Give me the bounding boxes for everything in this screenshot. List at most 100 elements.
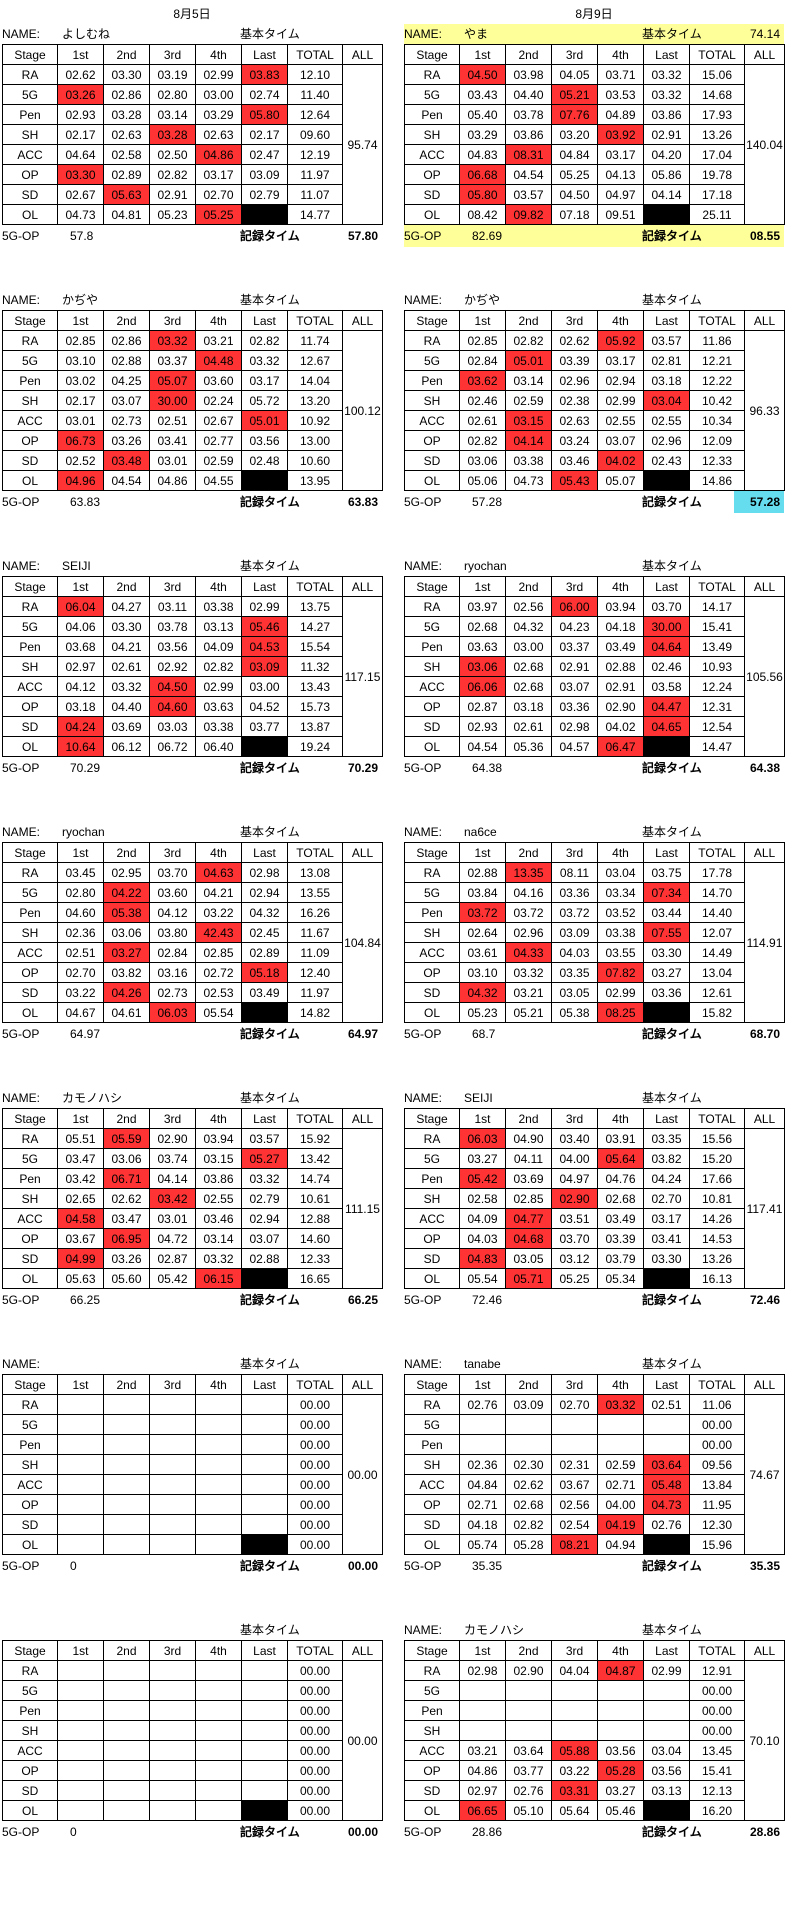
column-header: 4th	[597, 1640, 644, 1661]
lap-time-cell: 03.56	[241, 430, 288, 451]
stage-name: SD	[404, 1780, 460, 1801]
lap-time-cell: 03.04	[597, 862, 644, 883]
lap-time-cell	[505, 1414, 552, 1435]
lap-time-cell	[57, 1800, 104, 1821]
total-cell: 12.91	[689, 1660, 745, 1681]
lap-time-cell: 04.09	[459, 1208, 506, 1229]
stage-name: SD	[2, 982, 58, 1003]
total-cell: 00.00	[287, 1474, 343, 1495]
stage-name: Pen	[2, 104, 58, 125]
name-label: NAME:	[2, 293, 41, 307]
lap-time-cell: 05.25	[551, 1268, 598, 1289]
lap-time-cell: 07.18	[551, 204, 598, 225]
block-footer: 5G-OP 72.46 記録タイム 72.46	[404, 1289, 784, 1311]
total-cell: 10.42	[689, 390, 745, 411]
total-cell: 12.61	[689, 982, 745, 1003]
lap-time-cell	[195, 1760, 242, 1781]
total-cell: 13.75	[287, 596, 343, 617]
lap-time-cell	[195, 1680, 242, 1701]
column-header: 1st	[459, 1374, 506, 1395]
table-row: SH 00.00	[2, 1720, 383, 1741]
column-header: ALL	[342, 1108, 383, 1129]
lap-time-cell	[149, 1800, 196, 1821]
total-cell: 11.32	[287, 656, 343, 677]
lap-time-cell: 03.71	[597, 64, 644, 85]
lap-time-cell: 03.72	[505, 902, 552, 923]
lap-time-cell: 03.01	[57, 410, 104, 431]
lap-time-cell: 03.77	[505, 1760, 552, 1781]
stage-name: SH	[404, 1454, 460, 1475]
lap-time-cell: 03.98	[505, 64, 552, 85]
stage-name: RA	[2, 1128, 58, 1149]
record-time-label: 記録タイム	[642, 1293, 702, 1307]
stage-name: Pen	[2, 1168, 58, 1189]
column-header: ALL	[744, 44, 785, 65]
stage-name: OL	[2, 1002, 58, 1023]
column-header: Last	[643, 1640, 690, 1661]
stage-name: OL	[404, 470, 460, 491]
all-total-cell: 104.84	[342, 862, 383, 1023]
lap-time-cell	[195, 1494, 242, 1515]
name-label: NAME:	[2, 1091, 41, 1105]
column-header: 2nd	[505, 842, 552, 863]
column-header: Last	[643, 310, 690, 331]
stage-times-table: Stage 1st 2nd 3rd 4th Last TOTAL ALL RA 04.50 03.9…	[404, 44, 785, 225]
lap-time-cell: 02.51	[149, 410, 196, 431]
stage-name: ACC	[2, 942, 58, 963]
table-row: ACC 00.00	[2, 1474, 383, 1495]
lap-time-cell: 04.99	[57, 1248, 104, 1269]
total-cell: 00.00	[287, 1394, 343, 1415]
total-cell: 17.18	[689, 184, 745, 205]
lap-time-cell	[103, 1394, 150, 1415]
column-header: Stage	[2, 310, 58, 331]
lap-time-cell	[241, 1760, 288, 1781]
lap-time-cell: 03.40	[551, 1128, 598, 1149]
table-row: OP 02.87 03.18 03.36 02.90 04.47 12.31	[404, 696, 785, 717]
lap-time-cell: 02.46	[643, 656, 690, 677]
name-label: NAME:	[404, 825, 443, 839]
lap-time-cell: 02.85	[57, 330, 104, 351]
table-row: OL 10.64 06.12 06.72 06.40 19.24	[2, 736, 383, 757]
stage-name: SH	[404, 1720, 460, 1741]
footer-value: 57.8	[70, 229, 94, 243]
total-cell: 14.53	[689, 1228, 745, 1249]
stage-times-table: Stage 1st 2nd 3rd 4th Last TOTAL ALL RA 00.00 00.0…	[2, 1640, 383, 1821]
table-row: 5G 00.00	[404, 1414, 785, 1435]
record-time-value: 66.25	[347, 1293, 378, 1307]
lap-time-cell: 05.38	[103, 902, 150, 923]
lap-time-cell: 02.56	[505, 596, 552, 617]
lap-time-cell	[195, 1454, 242, 1475]
stage-times-table: Stage 1st 2nd 3rd 4th Last TOTAL ALL RA 02.62 03.3…	[2, 44, 383, 225]
table-row: SD 02.97 02.76 03.31 03.27 03.13 12.13	[404, 1780, 785, 1801]
column-header: 1st	[57, 576, 104, 597]
lap-time-cell: 02.89	[241, 942, 288, 963]
lap-time-cell: 02.43	[643, 450, 690, 471]
column-header: 1st	[57, 310, 104, 331]
player-name: tanabe	[464, 1357, 501, 1371]
table-row: ACC 04.12 03.32 04.50 02.99 03.00 13.43	[2, 676, 383, 697]
lap-time-cell: 05.88	[551, 1740, 598, 1761]
table-row: RA 02.85 02.86 03.32 03.21 02.82 11.74 100.12	[2, 330, 383, 491]
total-cell: 13.87	[287, 716, 343, 737]
table-row: OL 05.54 05.71 05.25 05.34 16.13	[404, 1268, 785, 1289]
record-time-label: 記録タイム	[642, 495, 702, 509]
stage-name: OP	[404, 1228, 460, 1249]
name-label: NAME:	[404, 293, 443, 307]
lap-time-cell: 02.88	[459, 862, 506, 883]
stage-times-table: Stage 1st 2nd 3rd 4th Last TOTAL ALL RA 03.97 02.5…	[404, 576, 785, 757]
lap-time-cell: 02.82	[459, 430, 506, 451]
column-header-row: Stage 1st 2nd 3rd 4th Last TOTAL ALL	[2, 576, 383, 597]
lap-time-cell: 02.87	[149, 1248, 196, 1269]
score-block: NAME: やま 基本タイム 74.14 Stage 1st 2nd 3rd 4th Last TO…	[404, 24, 785, 247]
column-header: TOTAL	[689, 1640, 745, 1661]
table-row: OP 06.68 04.54 05.25 04.13 05.86 19.78	[404, 164, 785, 185]
lap-time-cell: 06.00	[551, 596, 598, 617]
basic-time-value: 74.14	[749, 27, 780, 41]
stage-name: ACC	[2, 676, 58, 697]
lap-time-cell: 03.14	[505, 370, 552, 391]
lap-time-cell: 02.81	[643, 350, 690, 371]
all-total-cell: 117.15	[342, 596, 383, 757]
column-header: ALL	[744, 576, 785, 597]
column-header: ALL	[744, 1374, 785, 1395]
basic-time-label: 基本タイム	[642, 27, 702, 41]
